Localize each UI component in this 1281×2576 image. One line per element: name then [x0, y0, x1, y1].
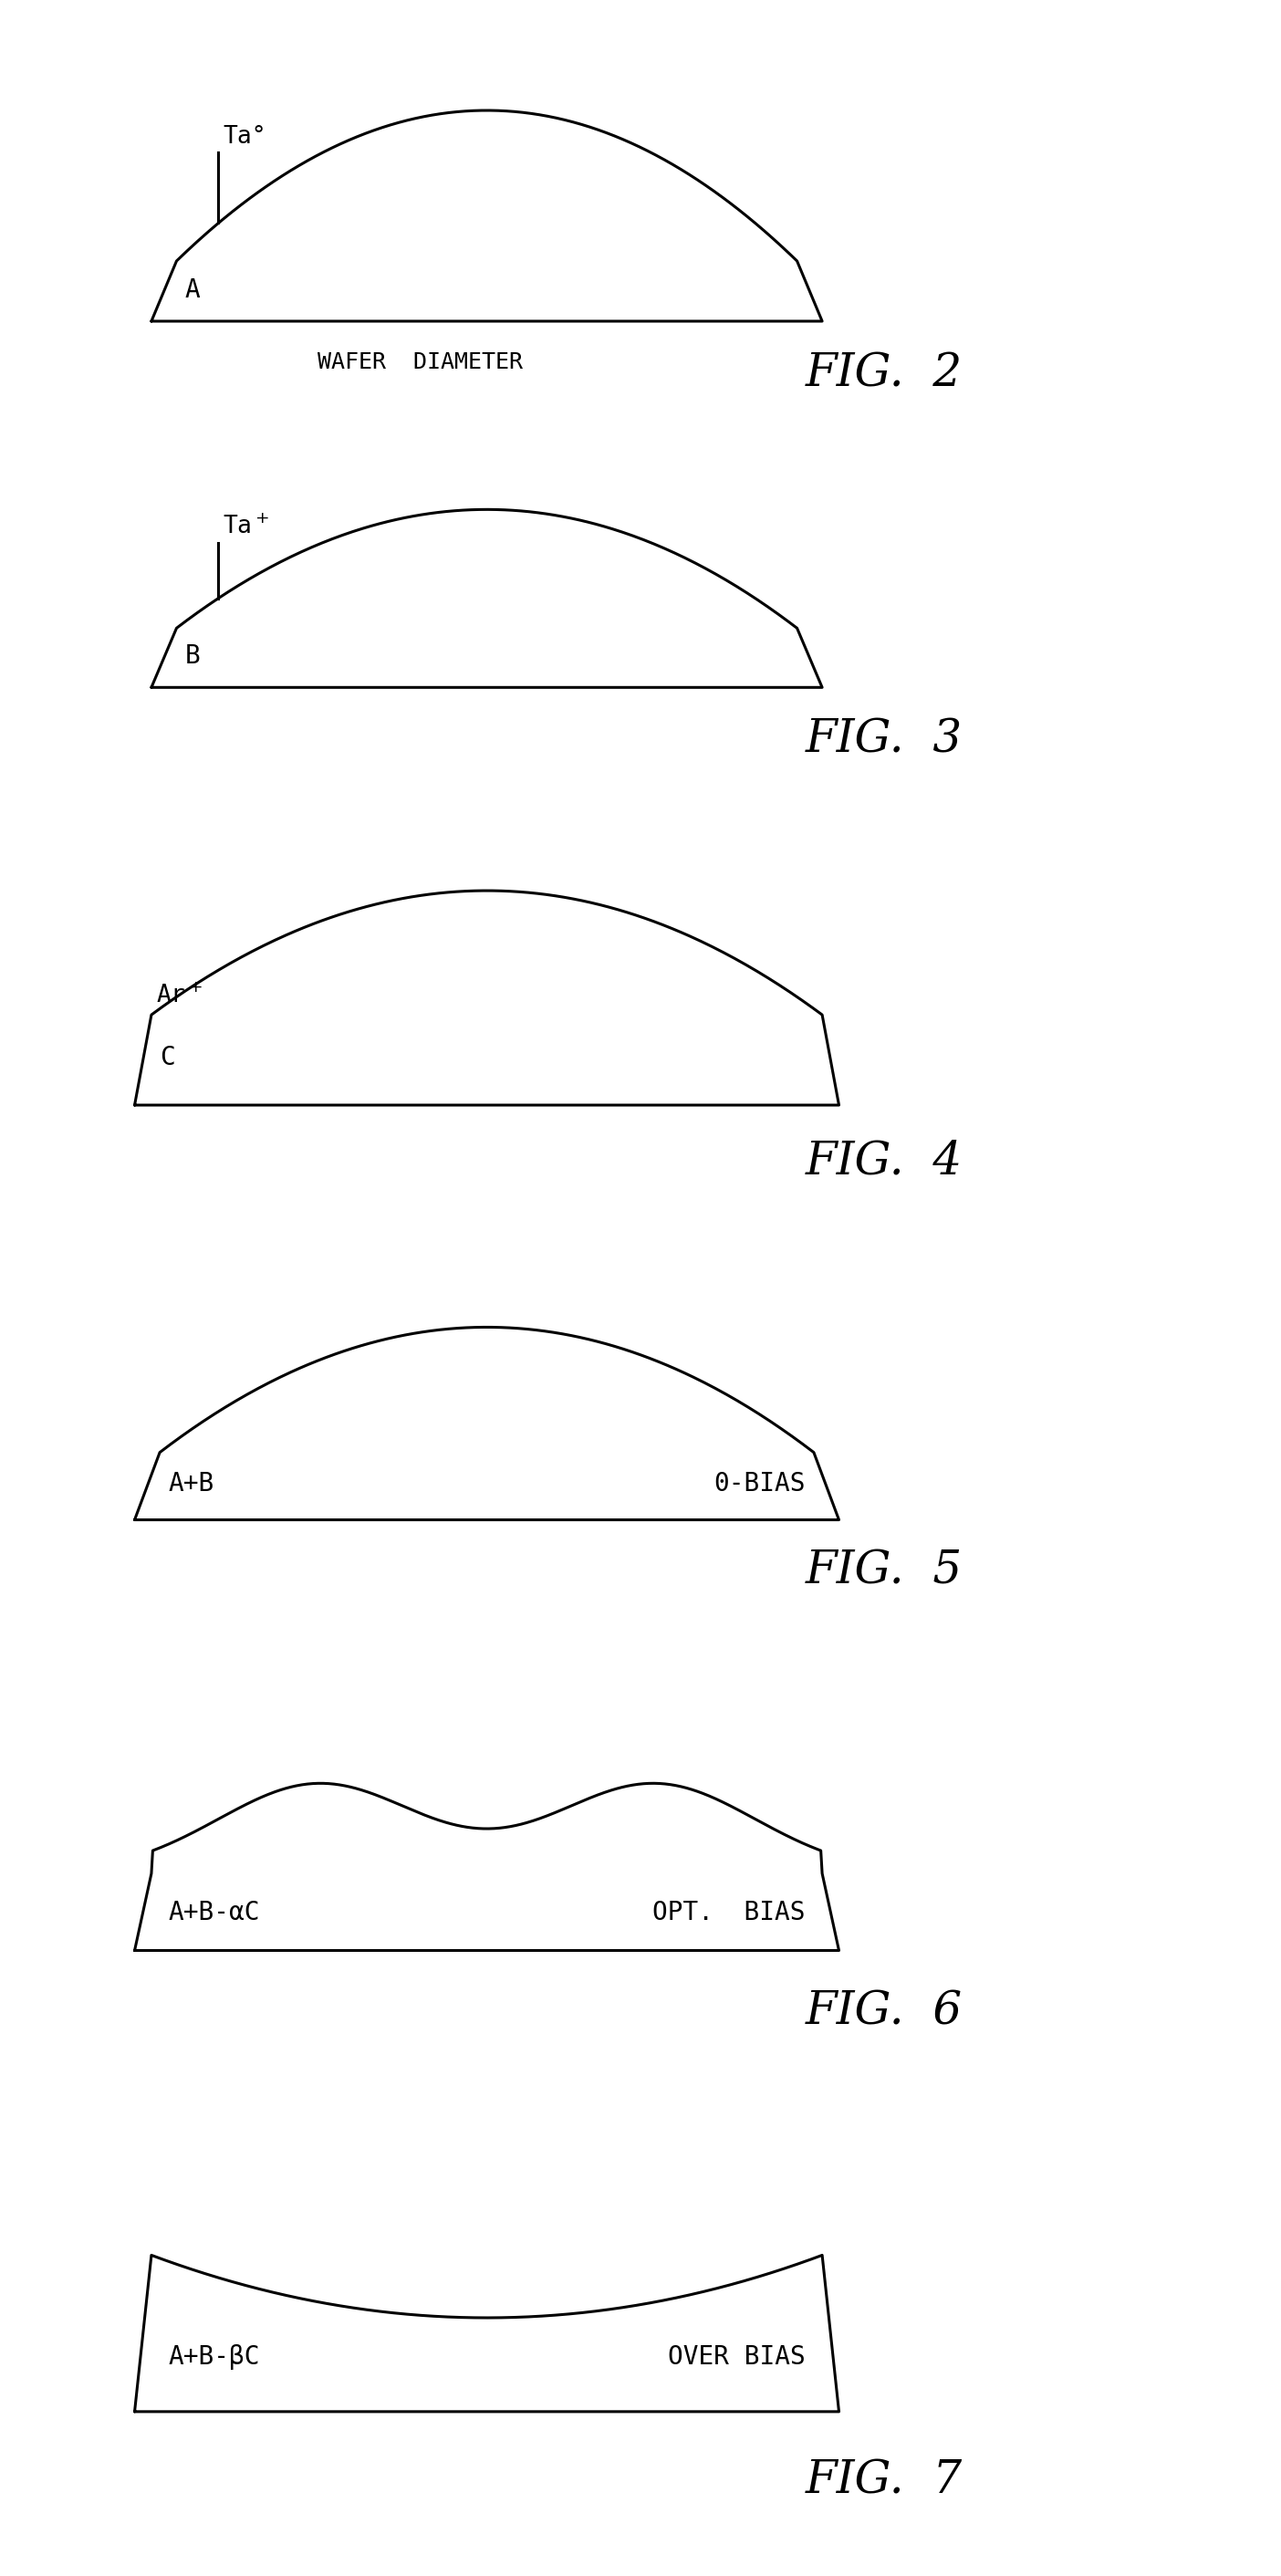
Polygon shape: [135, 891, 839, 1105]
Polygon shape: [151, 510, 822, 688]
Text: FIG.  6: FIG. 6: [806, 1989, 962, 2035]
Text: 0-BIAS: 0-BIAS: [714, 1471, 806, 1497]
Polygon shape: [135, 1783, 839, 1950]
Text: FIG.  2: FIG. 2: [806, 350, 962, 397]
Polygon shape: [135, 2254, 839, 2411]
Text: A+B-βC: A+B-βC: [168, 2344, 260, 2370]
Polygon shape: [135, 1327, 839, 1520]
Text: Ar$^+$: Ar$^+$: [155, 984, 202, 1007]
Text: FIG.  7: FIG. 7: [806, 2458, 962, 2504]
Text: C: C: [160, 1043, 175, 1069]
Text: A+B: A+B: [168, 1471, 214, 1497]
Polygon shape: [151, 111, 822, 322]
Text: Ta$^+$: Ta$^+$: [223, 515, 269, 538]
Text: A+B-αC: A+B-αC: [168, 1899, 260, 1924]
Text: FIG.  5: FIG. 5: [806, 1548, 962, 1595]
Text: WAFER  DIAMETER: WAFER DIAMETER: [318, 350, 523, 374]
Text: OVER BIAS: OVER BIAS: [667, 2344, 806, 2370]
Text: B: B: [184, 644, 200, 670]
Text: FIG.  3: FIG. 3: [806, 716, 962, 762]
Text: OPT.  BIAS: OPT. BIAS: [652, 1899, 806, 1924]
Text: Ta°: Ta°: [223, 126, 266, 149]
Text: A: A: [184, 278, 200, 301]
Text: FIG.  4: FIG. 4: [806, 1139, 962, 1185]
